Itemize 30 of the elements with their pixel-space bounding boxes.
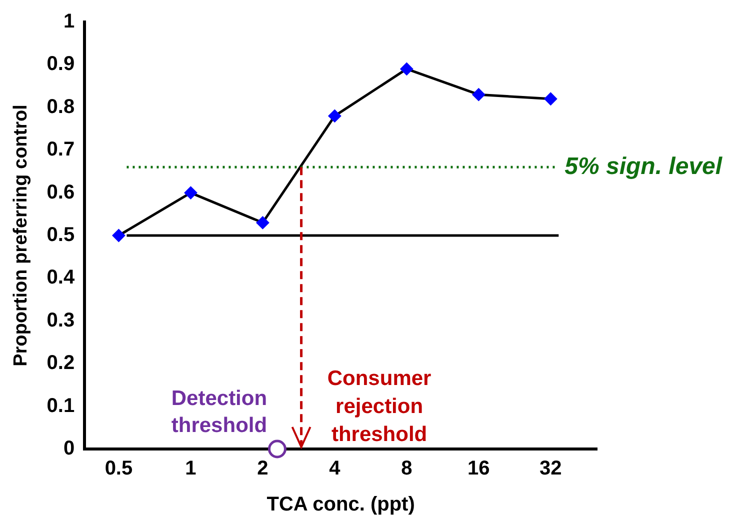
y-tick-label: 0.4 [46,266,76,289]
series-label: Detection threshold [171,387,268,437]
point [328,109,342,122]
y-tick-label: 0.5 [46,224,75,246]
x-tick-label: 1 [185,458,196,480]
point [256,216,270,230]
y-axis-title: Proportion preferring control [10,104,32,366]
y-tick-label: 0.9 [46,53,75,76]
point [184,186,198,200]
x-tick-label: 16 [468,458,490,480]
y-tick-label: 0.8 [46,96,75,118]
x-tick-label: 32 [540,458,562,480]
y-tick-label: 0.3 [46,309,75,332]
y-tick-label: 0.6 [46,181,75,204]
ref-line-label: Consumer rejection threshold [327,367,432,446]
y-tick-label: 0.1 [46,394,75,417]
x-tick-label: 8 [401,458,412,480]
y-tick-label: 0 [63,438,75,460]
y-tick-label: 0.7 [46,138,75,161]
point [472,88,486,102]
x-axis-title: TCA conc. (ppt) [266,494,415,516]
y-tick-label: 0.2 [46,352,75,374]
point [400,62,414,76]
y-tick-label: 1 [63,10,75,33]
point [112,229,126,242]
x-tick-label: 2 [257,458,268,480]
x-tick-label: 0.5 [104,458,133,480]
point [544,92,558,106]
x-tick-label: 4 [329,458,342,480]
ref-line-label: 5% sign. level [564,152,724,180]
